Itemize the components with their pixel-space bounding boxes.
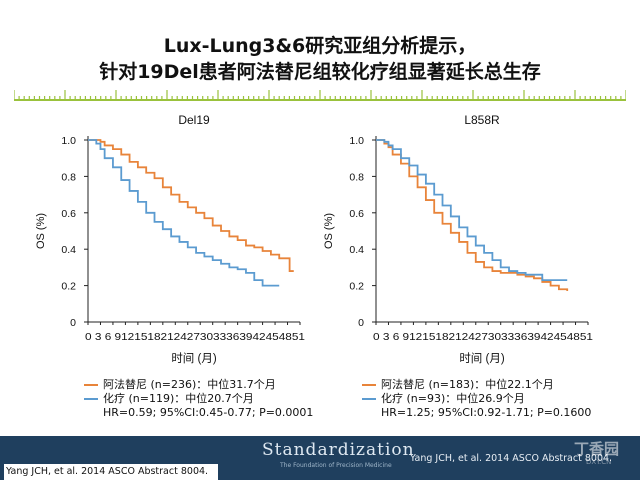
y-axis-label: OS (%) [323,213,335,249]
series-line-chemo [88,139,280,287]
legend-swatch-chemo [84,398,98,400]
series-line-afatinib [376,139,569,292]
legend-label-chemo: 化疗 (n=119)：中位20.7个月 [103,392,254,405]
y-tick-label: 0 [70,317,76,329]
y-tick-label: 1.0 [349,135,364,147]
chart-title: L858R [464,113,500,127]
y-tick-label: 0.6 [349,208,364,220]
x-tick-labels: 0 3 6 91215182124273033363942454851 [373,331,593,343]
x-axis-label: 时间 (月) [459,352,505,365]
y-tick-label: 0.4 [349,244,364,256]
legend-item-afatinib: 阿法替尼 (n=183)：中位22.1个月 [362,378,591,392]
footer-logo: Standardization [262,440,415,460]
slide-title-line1: Lux-Lung3&6研究亚组分析提示， [163,35,477,57]
legend-label-afatinib: 阿法替尼 (n=183)：中位22.1个月 [381,378,554,391]
slide-title-line2: 针对19Del患者阿法替尼组较化疗组显著延长总生存 [99,61,541,83]
legend-item-chemo: 化疗 (n=93)：中位26.9个月 [362,392,591,406]
y-tick-label: 0.2 [349,281,364,293]
y-tick-label: 0.8 [61,171,76,183]
legend-swatch-chemo [362,398,376,400]
chart-title: Del19 [178,113,210,127]
chart-l858r: L858R 0 0.2 0.4 0.6 0.8 1.0 0 3 6 9121518212427… [323,113,593,365]
x-tick-labels: 0 3 6 91215182124273033363942454851 [85,331,305,343]
legend-del19: 阿法替尼 (n=236)：中位31.7个月 化疗 (n=119)：中位20.7个… [84,378,313,420]
legend-label-chemo: 化疗 (n=93)：中位26.9个月 [381,392,525,405]
y-tick-label: 0.6 [61,208,76,220]
watermark-subtitle: DXY.CN [586,458,612,466]
y-tick-label: 0.4 [61,244,76,256]
y-axis-label: OS (%) [35,213,47,249]
citation-band: Yang JCH, et al. 2014 ASCO Abstract 8004… [410,453,613,464]
legend-item-afatinib: 阿法替尼 (n=236)：中位31.7个月 [84,378,313,392]
legend-item-chemo: 化疗 (n=119)：中位20.7个月 [84,392,313,406]
citation-bottom: Yang JCH, et al. 2014 ASCO Abstract 8004… [4,464,218,480]
hazard-ratio-text: HR=0.59; 95%CI:0.45-0.77; P=0.0001 [103,406,314,419]
legend-l858r: 阿法替尼 (n=183)：中位22.1个月 化疗 (n=93)：中位26.9个月… [362,378,591,420]
y-tick-label: 1.0 [61,135,76,147]
watermark-logo: 丁香园 [574,440,620,458]
legend-swatch-afatinib [362,384,376,386]
x-axis-label: 时间 (月) [171,352,217,365]
series-line-afatinib [88,139,294,272]
footer-logo-subtitle: The Foundation of Precision Medicine [280,462,392,469]
ruler-decoration [14,90,626,101]
chart-del19: Del19 0 0.2 0.4 0.6 0.8 1.0 0 3 6 9121518212427… [35,113,305,365]
y-tick-label: 0.2 [61,281,76,293]
y-tick-label: 0.8 [349,171,364,183]
legend-label-afatinib: 阿法替尼 (n=236)：中位31.7个月 [103,378,276,391]
legend-swatch-afatinib [84,384,98,386]
series-line-chemo [376,139,568,282]
hazard-ratio-text: HR=1.25; 95%CI:0.92-1.71; P=0.1600 [381,406,592,419]
y-tick-label: 0 [358,317,364,329]
